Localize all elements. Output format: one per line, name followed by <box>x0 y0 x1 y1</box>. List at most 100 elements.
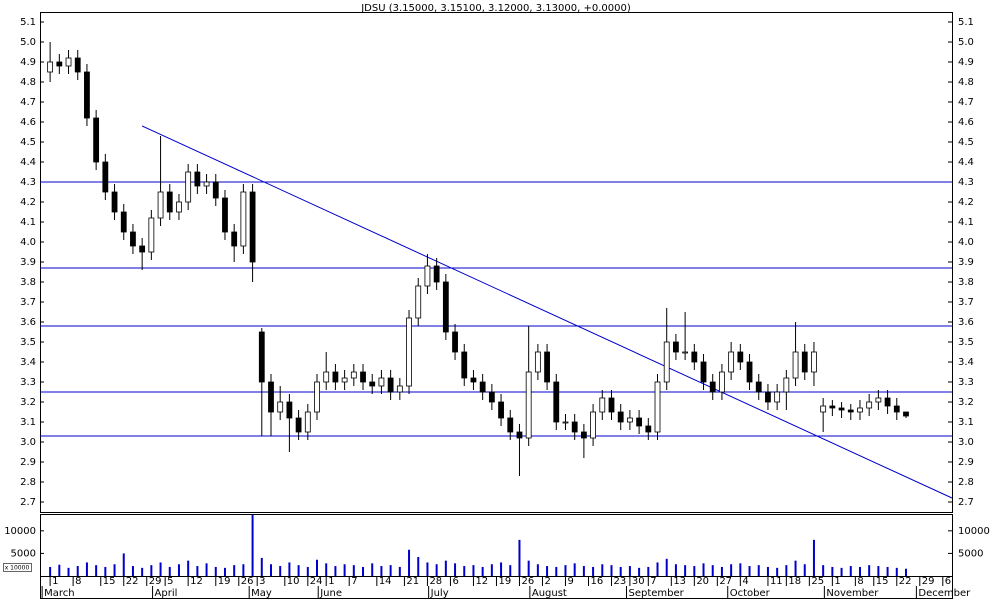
candle-body <box>120 211 127 233</box>
y-tick-label-right: 3.4 <box>958 357 974 368</box>
candle-body <box>682 351 689 354</box>
x-tick-label: 8 <box>75 576 81 587</box>
y-tick-label: 3.7 <box>20 297 36 308</box>
volume-bar <box>159 562 162 576</box>
volume-tick-label-right: 10000 <box>958 526 990 537</box>
candle-body <box>369 381 376 387</box>
candle-body <box>406 317 412 387</box>
y-tick-label: 5.0 <box>20 37 36 48</box>
candle-body <box>222 197 228 233</box>
candle-body <box>56 61 63 67</box>
candle-body <box>663 341 670 383</box>
y-tick-label: 4.3 <box>20 177 36 188</box>
volume-bar <box>803 564 806 576</box>
y-tick-label-right: 2.7 <box>958 497 974 508</box>
volume-bar <box>776 567 779 576</box>
volume-bar <box>601 564 604 576</box>
volume-bar <box>297 565 300 576</box>
volume-bar <box>67 567 70 576</box>
volume-bar <box>233 565 236 576</box>
volume-bar <box>306 566 309 576</box>
x-tick-label: 16 <box>590 576 603 587</box>
candle-body <box>249 191 256 263</box>
candle-body <box>857 407 863 413</box>
candle-body <box>562 421 569 424</box>
volume-bar <box>518 539 521 576</box>
volume-bar <box>472 565 475 576</box>
y-tick-label: 4.7 <box>20 97 36 108</box>
volume-bar <box>822 565 825 576</box>
candle-body <box>866 401 873 409</box>
candle-body <box>277 401 284 413</box>
volume-bar <box>352 565 355 576</box>
volume-bar <box>435 564 438 576</box>
candle-body <box>166 191 173 213</box>
candle-body <box>507 417 514 433</box>
volume-bar <box>812 539 815 576</box>
volume-bar <box>895 567 898 576</box>
candle-body <box>534 351 541 373</box>
y-tick-label: 4.0 <box>20 237 36 248</box>
candle-body <box>792 351 799 379</box>
candle-body <box>903 411 909 417</box>
y-tick-label: 3.5 <box>20 337 36 348</box>
volume-bar <box>647 566 650 576</box>
month-label: September <box>629 588 685 599</box>
candle-body <box>314 381 320 413</box>
volume-bar <box>104 566 107 576</box>
candle-body <box>286 401 293 419</box>
volume-bar <box>444 560 447 576</box>
x-tick-label: 7 <box>650 576 656 587</box>
volume-bar <box>131 566 134 576</box>
y-tick-label: 4.9 <box>20 57 36 68</box>
volume-bar <box>628 566 631 576</box>
volume-bar <box>371 563 374 576</box>
y-tick-label-right: 4.1 <box>958 217 974 228</box>
y-tick-label-right: 3.2 <box>958 397 974 408</box>
y-tick-label-right: 4.6 <box>958 117 974 128</box>
volume-bar <box>490 564 493 576</box>
volume-bar <box>711 565 714 576</box>
x-tick-label: 14 <box>379 576 392 587</box>
y-tick-label-right: 4.8 <box>958 77 974 88</box>
candle-body <box>378 377 385 387</box>
volume-bar <box>205 563 208 576</box>
candle-body <box>691 351 698 363</box>
volume-bar <box>665 558 668 576</box>
y-tick-label-right: 4.7 <box>958 97 974 108</box>
volume-bar <box>858 566 861 576</box>
candle-body <box>893 405 900 413</box>
y-tick-label: 2.7 <box>20 497 36 508</box>
x-tick-label: 15 <box>103 576 116 587</box>
y-tick-label-right: 3.3 <box>958 377 974 388</box>
x-tick-label: 10 <box>287 576 300 587</box>
price-panel-frame <box>40 12 953 513</box>
candle-body <box>673 341 679 353</box>
x-tick-label: 24 <box>310 576 323 587</box>
x-tick-label: 19 <box>218 576 231 587</box>
candle-body <box>829 405 836 409</box>
candle-body <box>102 161 109 193</box>
x-tick-label: 18 <box>788 576 801 587</box>
x-tick-label: 25 <box>811 576 824 587</box>
candle-body <box>737 351 744 363</box>
candle-body <box>709 381 716 393</box>
y-tick-label-right: 4.3 <box>958 177 974 188</box>
volume-bar <box>766 566 769 576</box>
volume-bar <box>316 559 319 576</box>
y-tick-label: 3.2 <box>20 397 36 408</box>
candle-body <box>212 181 219 199</box>
volume-bar <box>269 564 272 576</box>
y-tick-label: 4.1 <box>20 217 36 228</box>
volume-bar <box>95 565 98 576</box>
x-tick-label: 26 <box>521 576 534 587</box>
y-tick-label-right: 4.5 <box>958 137 974 148</box>
candle-body <box>847 409 854 413</box>
volume-bar <box>684 565 687 576</box>
candle-body <box>185 171 192 203</box>
volume-bar <box>168 566 171 576</box>
volume-unit-box <box>3 563 32 572</box>
candle-body <box>139 245 146 253</box>
volume-tick-label: 5000 <box>11 548 36 559</box>
